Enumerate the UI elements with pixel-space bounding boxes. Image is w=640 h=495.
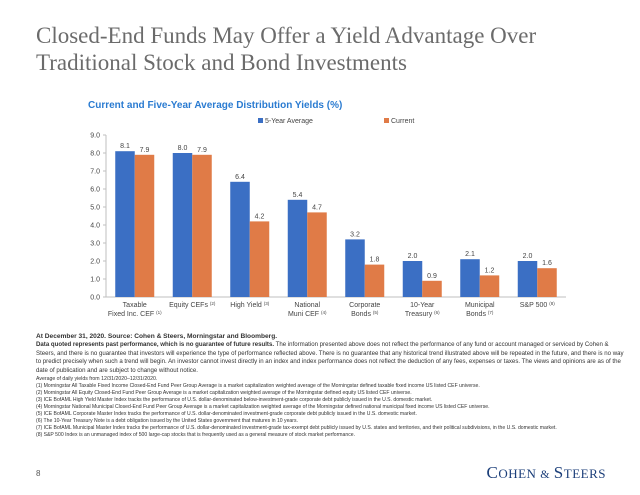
footnote-marker: (4)	[321, 310, 327, 315]
bar	[460, 259, 480, 297]
category-label-line2: Bonds (7)	[466, 310, 494, 318]
disclaimer-text: The information presented above does not…	[36, 341, 624, 374]
data-label: 7.9	[140, 147, 150, 154]
y-tick-label: 5.0	[90, 205, 100, 212]
data-label: 7.9	[197, 147, 207, 154]
legend-label: Current	[391, 118, 414, 125]
data-label: 5.4	[293, 192, 303, 199]
data-label: 2.0	[523, 253, 533, 260]
category-label: National	[294, 302, 320, 309]
data-label: 6.4	[235, 174, 245, 181]
y-tick-label: 1.0	[90, 277, 100, 284]
y-tick-label: 7.0	[90, 169, 100, 176]
bar	[537, 268, 557, 297]
bar	[345, 239, 365, 297]
page-number: 8	[36, 469, 41, 478]
y-tick-label: 8.0	[90, 151, 100, 158]
data-label: 2.1	[465, 251, 475, 258]
data-label: 3.2	[350, 231, 360, 238]
source-line: At December 31, 2020. Source: Cohen & St…	[36, 333, 278, 340]
footnote-7: (7) ICE BofAML Municipal Master Index tr…	[36, 424, 557, 431]
footnote-2: (2) Morningstar All Equity Closed-End Fu…	[36, 390, 412, 397]
y-tick-label: 6.0	[90, 187, 100, 194]
footnote-marker: (5)	[373, 310, 379, 315]
data-label: 4.2	[255, 213, 265, 220]
yield-bar-chart: 0.0 1.0 2.0 3.0 4.0 5.0 6.0 7.0 8.0 9.0 5-Year Ave…	[90, 118, 566, 318]
footnote-4: (4) Morningstar National Municipal Close…	[36, 404, 490, 411]
cohen-steers-logo: COHEN & STEERS	[486, 463, 606, 482]
disclaimer: Data quoted represents past performance,…	[36, 341, 626, 375]
data-label: 4.7	[312, 204, 322, 211]
legend-label: 5-Year Average	[265, 118, 313, 125]
category-label-line2: Treasury (6)	[405, 310, 440, 318]
category-label: Municipal	[465, 302, 495, 309]
category-label-line2: Muni CEF (4)	[288, 310, 327, 318]
bar	[249, 221, 270, 297]
y-tick-label: 2.0	[90, 259, 100, 266]
bar	[172, 153, 193, 297]
category-label-line2: Fixed Inc. CEF (1)	[108, 310, 162, 318]
footnote-marker: (8)	[549, 301, 555, 306]
category-label: Corporate	[349, 302, 380, 309]
bar	[115, 151, 135, 297]
bar	[287, 199, 308, 297]
bar	[134, 154, 155, 297]
data-label: 1.2	[485, 267, 495, 274]
footnote-1: (1) Morningstar All Taxable Fixed Income…	[36, 383, 480, 390]
category-label: S&P 500 (8)	[520, 301, 555, 309]
legend-swatch	[384, 118, 389, 123]
category-label: Taxable	[123, 302, 147, 309]
data-label: 1.8	[370, 257, 380, 264]
bar	[422, 280, 442, 297]
category-label: Equity CEFs (2)	[169, 301, 216, 309]
slide-title: Closed-End Funds May Offer a Yield Advan…	[36, 23, 537, 75]
data-label: 8.0	[178, 145, 188, 152]
bar	[402, 261, 423, 297]
average-note: Average of daily yields from 12/31/2020–…	[36, 376, 158, 383]
bar	[307, 212, 327, 297]
footnote-5: (5) ICE BofAML Corporate Master Index tr…	[36, 411, 417, 417]
category-label: High Yield (3)	[230, 301, 269, 309]
footnote-marker: (2)	[210, 301, 216, 306]
chart-title: Current and Five-Year Average Distributi…	[88, 100, 343, 111]
legend-swatch	[258, 118, 263, 123]
bar	[230, 181, 250, 297]
data-label: 1.6	[542, 260, 552, 267]
bar	[479, 275, 500, 297]
bar	[192, 154, 212, 297]
data-label: 0.9	[427, 273, 437, 280]
footnote-marker: (6)	[434, 310, 440, 315]
footnote-marker: (7)	[488, 310, 494, 315]
bar	[517, 261, 538, 297]
bar	[364, 264, 385, 297]
y-tick-label: 4.0	[90, 223, 100, 230]
footnote-8: (8) S&P 500 Index is an unmanaged index …	[36, 431, 356, 438]
footnote-marker: (3)	[264, 301, 270, 306]
y-tick-label: 3.0	[90, 241, 100, 248]
y-tick-label: 0.0	[90, 295, 100, 302]
y-tick-label: 9.0	[90, 133, 100, 140]
notes-section: At December 31, 2020. Source: Cohen & St…	[36, 332, 626, 439]
category-label-line2: Bonds (5)	[351, 310, 379, 318]
footnote-6: (6) The 10-Year Treasury Note is a debt …	[36, 417, 298, 424]
data-label: 8.1	[120, 143, 130, 150]
footnote-3: (3) ICE BofAML High Yield Master Index t…	[36, 397, 433, 404]
footnote-marker: (1)	[156, 310, 162, 315]
data-label: 2.0	[408, 253, 418, 260]
disclaimer-bold: Data quoted represents past performance,…	[36, 341, 275, 348]
category-label: 10-Year	[410, 302, 435, 309]
